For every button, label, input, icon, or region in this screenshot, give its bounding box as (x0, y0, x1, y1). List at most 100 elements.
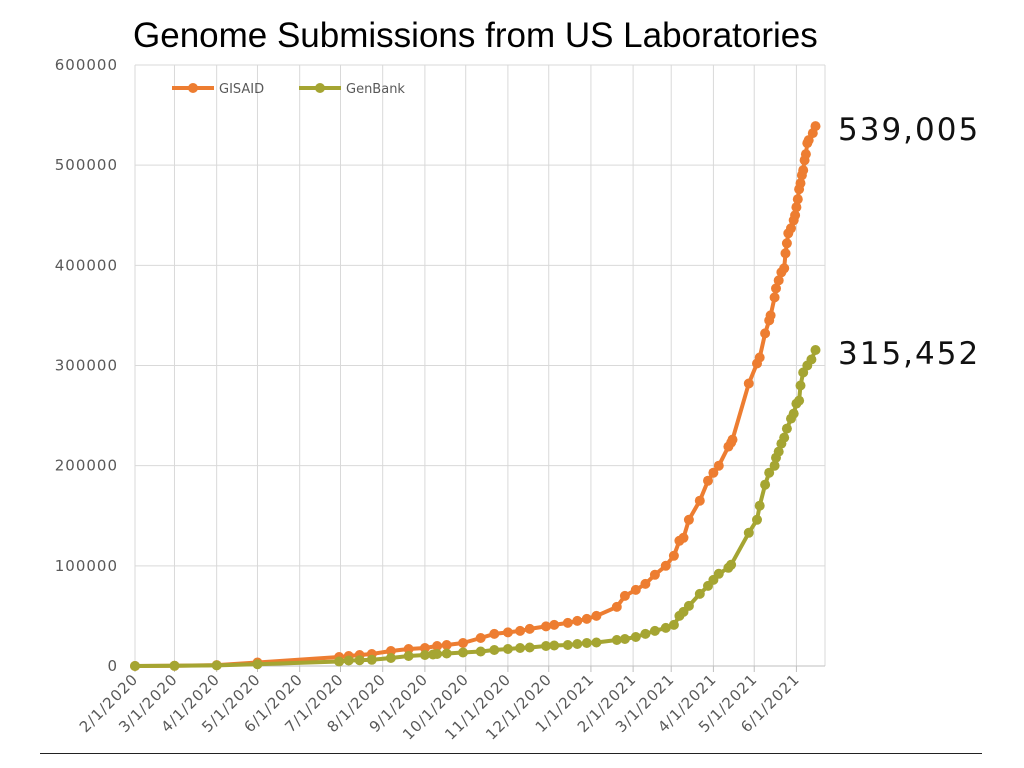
data-point (779, 263, 790, 274)
data-point (769, 292, 780, 303)
data-point (743, 378, 754, 389)
data-point (572, 639, 583, 649)
data-point (800, 149, 811, 160)
data-point (640, 628, 651, 639)
data-point (781, 238, 792, 249)
data-point (502, 627, 513, 638)
data-point (678, 532, 689, 543)
data-point (795, 380, 806, 391)
data-point (771, 283, 781, 294)
data-point (403, 651, 414, 661)
data-point (806, 354, 817, 365)
end-labels: 539,005 315,452 (838, 112, 980, 372)
data-point (760, 328, 771, 339)
data-point (489, 628, 500, 639)
data-point (515, 625, 526, 636)
data-point (788, 408, 799, 419)
data-point (713, 568, 724, 579)
data-point (432, 649, 443, 659)
series-genbank (130, 345, 821, 671)
data-point (524, 642, 535, 653)
data-point (649, 569, 660, 580)
end-value-label: 315,452 (838, 336, 980, 372)
data-point (366, 654, 377, 665)
data-point (252, 659, 263, 670)
data-point (130, 661, 140, 671)
data-point (562, 617, 573, 628)
data-point (334, 656, 345, 667)
data-point (810, 345, 821, 355)
data-point (660, 622, 671, 633)
data-point (694, 588, 705, 599)
data-point (354, 655, 365, 666)
data-point (541, 641, 551, 651)
data-point (773, 275, 784, 286)
data-point (754, 500, 765, 511)
data-point (694, 495, 705, 506)
data-point (458, 638, 468, 648)
bottom-rule (40, 753, 982, 754)
data-point (727, 434, 738, 445)
y-tick-label: 200000 (55, 457, 118, 475)
data-point (385, 646, 396, 656)
series-gisaid (130, 121, 821, 671)
legend-label: GenBank (346, 82, 405, 97)
data-point (668, 619, 679, 630)
data-point (475, 646, 486, 657)
data-point (524, 623, 535, 634)
data-point (630, 584, 641, 595)
data-point (713, 460, 724, 471)
data-point (441, 648, 452, 659)
data-point (773, 446, 784, 457)
legend-marker (188, 83, 198, 93)
end-value-label: 539,005 (838, 112, 980, 148)
y-axis-ticks: 0 100000 200000 300000 400000 500000 600000 (55, 56, 118, 675)
x-axis (134, 665, 825, 672)
data-point (502, 644, 513, 654)
data-point (591, 637, 602, 648)
data-point (769, 460, 780, 471)
data-point (385, 653, 396, 663)
data-point (591, 610, 602, 621)
data-point (581, 638, 592, 648)
data-point (549, 619, 560, 630)
data-point (611, 601, 622, 612)
x-axis-ticks: 2/1/20203/1/20204/1/20205/1/20206/1/2020… (76, 670, 803, 743)
y-tick-label: 0 (107, 657, 118, 675)
data-point (541, 621, 551, 632)
data-point (786, 223, 796, 234)
legend-item: GISAID (172, 82, 264, 97)
legend-item: GenBank (299, 82, 405, 97)
data-point (489, 645, 500, 655)
data-point (419, 643, 430, 653)
data-point (475, 633, 486, 643)
data-point (432, 641, 443, 651)
data-point (810, 121, 821, 132)
data-point (798, 165, 809, 176)
data-point (780, 248, 791, 259)
y-tick-label: 100000 (55, 557, 118, 575)
y-tick-label: 400000 (55, 256, 118, 274)
data-point (790, 210, 801, 221)
data-point (169, 660, 180, 671)
data-point (419, 650, 430, 660)
data-point (611, 635, 622, 645)
data-point (403, 644, 414, 654)
data-point (660, 560, 671, 571)
data-point (794, 395, 805, 406)
data-point (703, 475, 713, 486)
data-point (795, 178, 806, 189)
data-point (619, 634, 630, 644)
legend: GISAID GenBank (172, 82, 405, 97)
data-point (760, 479, 771, 490)
series-layer (130, 121, 821, 671)
data-point (765, 310, 776, 321)
data-point (572, 615, 583, 626)
data-point (441, 640, 452, 650)
data-point (515, 643, 526, 653)
data-point (752, 514, 762, 525)
data-point (640, 578, 651, 589)
data-point (726, 559, 737, 570)
data-point (562, 640, 573, 650)
data-point (708, 467, 719, 478)
